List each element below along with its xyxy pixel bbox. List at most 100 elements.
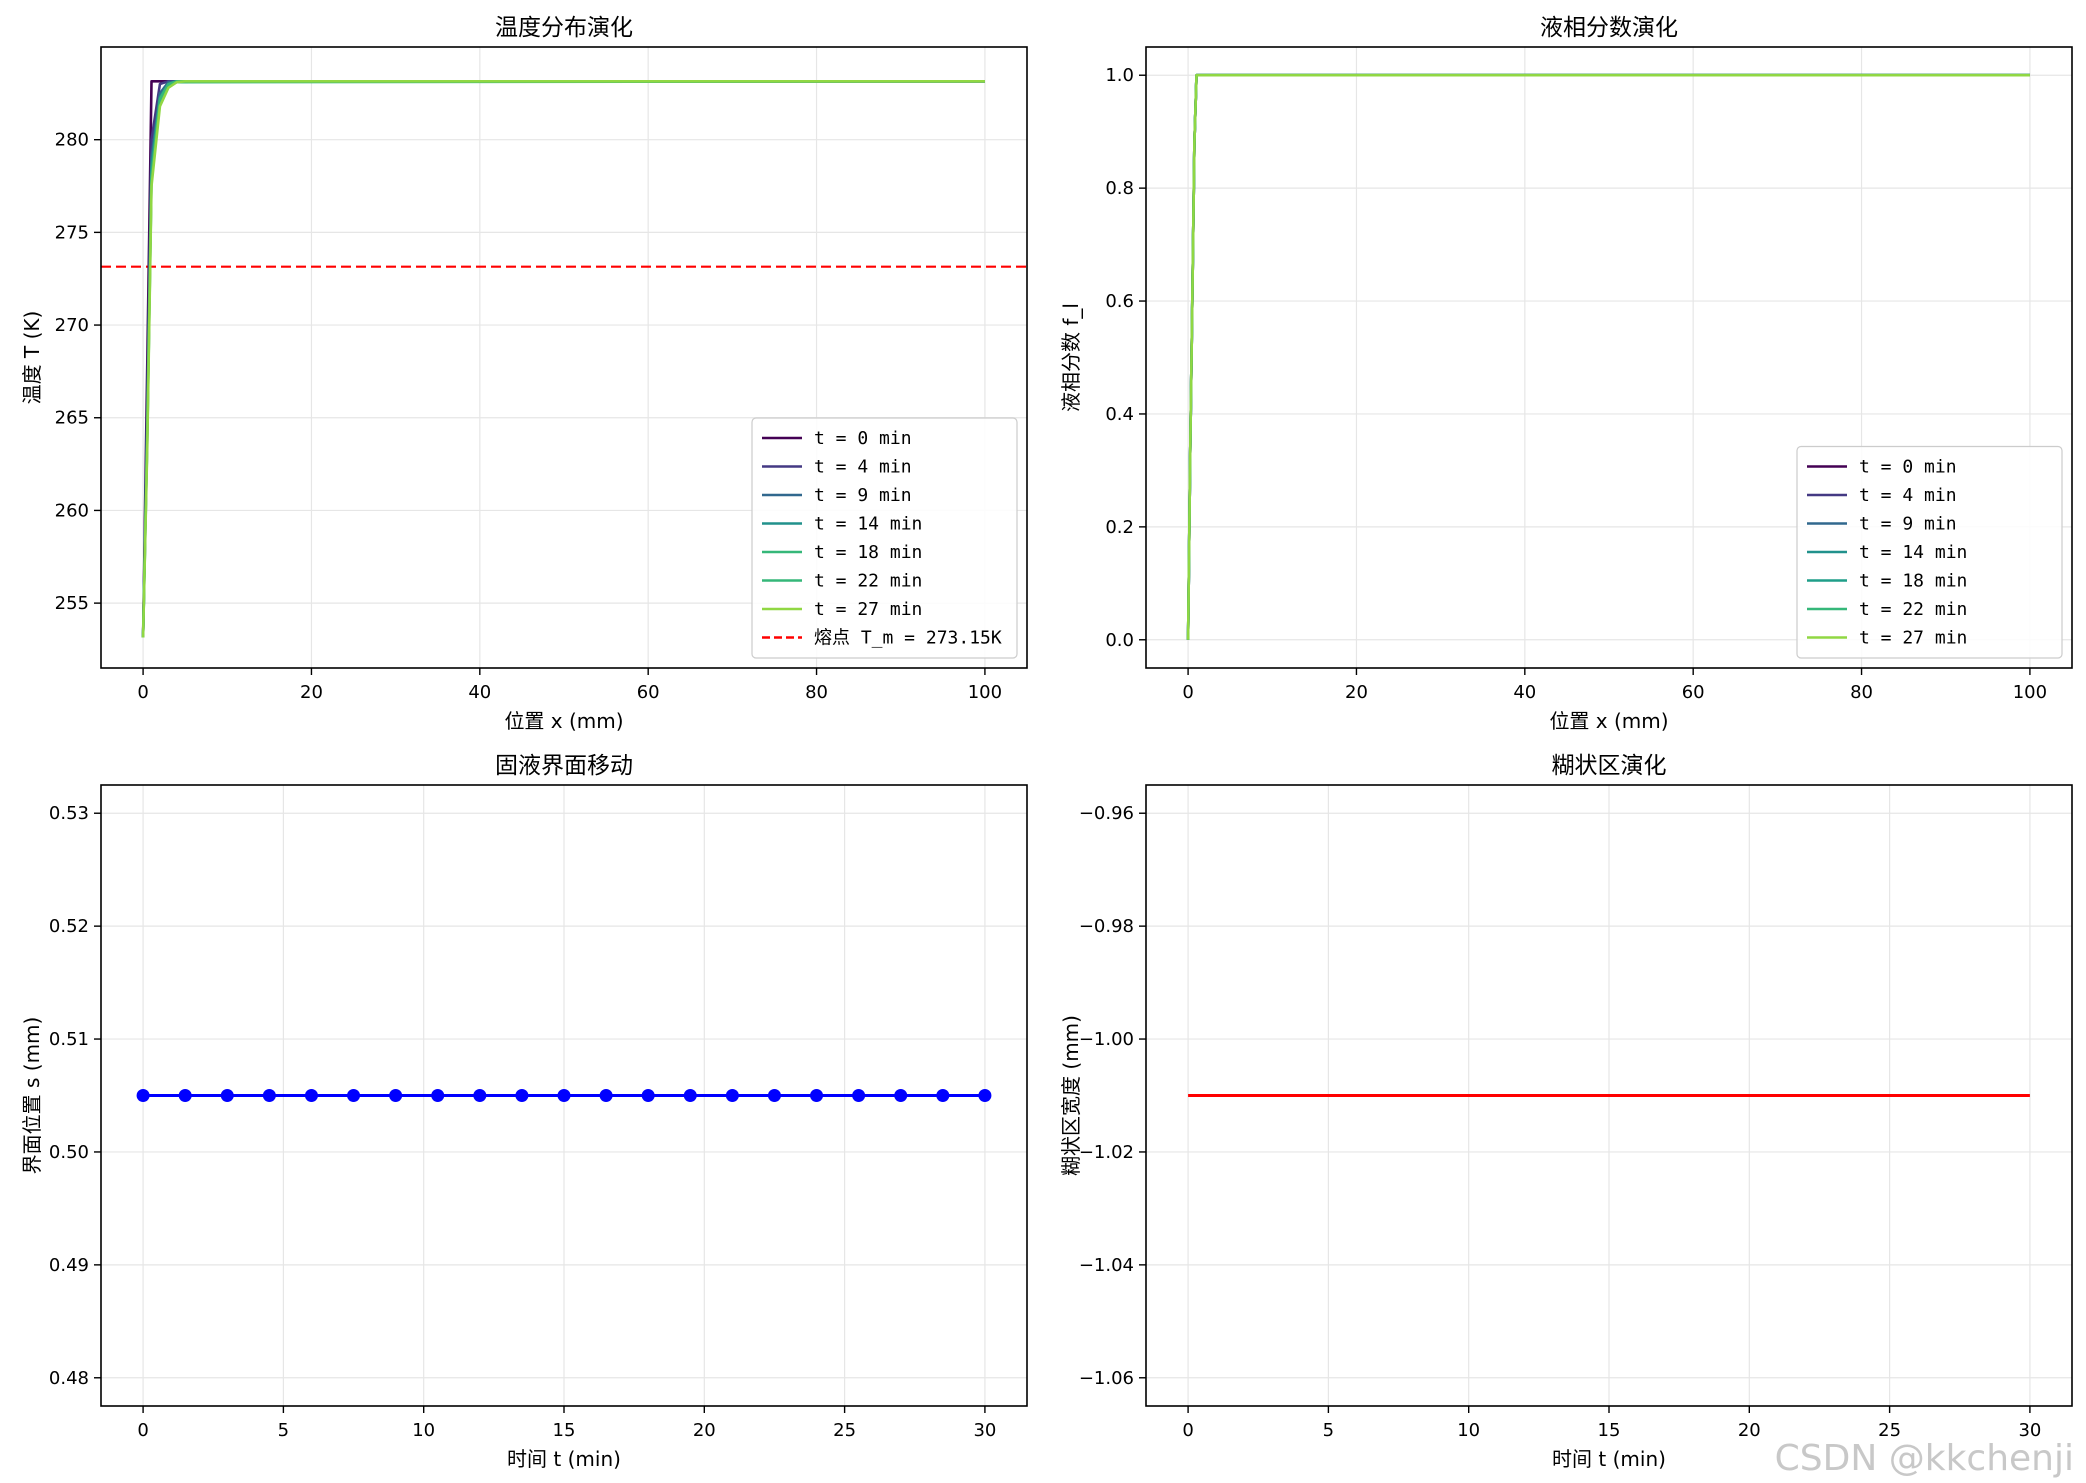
x-tick-label: 0 [137, 682, 148, 703]
y-tick-label: 0.50 [49, 1142, 89, 1163]
y-axis-label: 糊状区宽度 (mm) [1059, 1015, 1083, 1176]
y-tick-label: −0.98 [1079, 916, 1134, 937]
legend-frame [1796, 445, 2063, 659]
x-tick-label: 20 [693, 1420, 716, 1441]
x-tick-label: 100 [2013, 682, 2047, 703]
legend-label: t = 4 min [1859, 485, 1957, 506]
x-tick-label: 40 [468, 682, 491, 703]
y-tick-label: 0.51 [49, 1029, 89, 1050]
legend: t = 0 min t = 4 min t = 9 min t = 14 min t =… [1796, 445, 2063, 659]
axes-frame [100, 46, 1028, 669]
data-point [936, 1089, 950, 1102]
x-tick-label: 5 [278, 1420, 289, 1441]
legend-label: t = 0 min [814, 428, 912, 449]
y-tick-label: −1.00 [1079, 1029, 1134, 1050]
y-tick-label: 255 [55, 593, 89, 614]
axes-frame [1145, 46, 2073, 669]
x-tick-label: 60 [637, 682, 660, 703]
x-tick-label: 80 [805, 682, 828, 703]
legend-label: 熔点 T_m = 273.15K [814, 628, 1002, 649]
legend-label: t = 0 min [1859, 457, 1957, 478]
series-line-7 [141, 79, 985, 638]
panel-3: 0 5 10 15 20 25 30 0.48 0.49 0.50 0.51 0.52 0.53 固液界面… [20, 753, 1028, 1471]
data-point [220, 1089, 234, 1102]
x-tick-label: 60 [1682, 682, 1705, 703]
data-point [136, 1089, 150, 1102]
data-point [599, 1089, 613, 1102]
x-tick-label: 40 [1513, 682, 1536, 703]
legend: t = 0 min t = 4 min t = 9 min t = 14 min t =… [751, 417, 1018, 659]
data-point [473, 1089, 487, 1102]
x-axis-label: 时间 t (min) [507, 1447, 621, 1471]
y-tick-label: 0.6 [1105, 291, 1134, 312]
y-tick-label: 265 [55, 408, 89, 429]
y-tick-label: 0.0 [1105, 630, 1134, 651]
x-tick-label: 15 [1598, 1420, 1621, 1441]
data-point [515, 1089, 529, 1102]
legend-label: t = 18 min [1859, 571, 1967, 592]
watermark: CSDN @kkchenji [1774, 1438, 2074, 1479]
legend-label: t = 22 min [1859, 599, 1967, 620]
legend-label: t = 9 min [814, 485, 912, 506]
legend-label: t = 27 min [1859, 628, 1967, 649]
chart-title: 液相分数演化 [1540, 15, 1678, 41]
x-axis-label: 位置 x (mm) [504, 709, 623, 733]
x-tick-label: 0 [1182, 1420, 1193, 1441]
data-point [431, 1089, 445, 1102]
data-point [810, 1089, 824, 1102]
x-tick-label: 20 [300, 682, 323, 703]
chart-title: 糊状区演化 [1552, 753, 1667, 779]
data-point [894, 1089, 908, 1102]
data-point [304, 1089, 318, 1102]
legend-label: t = 22 min [814, 571, 922, 592]
x-tick-label: 0 [137, 1420, 148, 1441]
y-tick-label: 280 [55, 130, 89, 151]
y-tick-label: 0.52 [49, 916, 89, 937]
x-tick-label: 20 [1738, 1420, 1761, 1441]
legend-label: t = 14 min [814, 514, 922, 535]
plot-area [101, 79, 1027, 638]
series-line-7 [1186, 73, 2030, 640]
x-tick-label: 100 [968, 682, 1002, 703]
plot-area [136, 1089, 992, 1102]
x-tick-label: 10 [412, 1420, 435, 1441]
legend-label: t = 27 min [814, 599, 922, 620]
data-point [641, 1089, 655, 1102]
x-tick-label: 25 [833, 1420, 856, 1441]
legend-label: t = 14 min [1859, 542, 1967, 563]
x-axis-label: 时间 t (min) [1552, 1447, 1666, 1471]
y-axis-label: 界面位置 s (mm) [20, 1017, 44, 1175]
x-tick-label: 0 [1182, 682, 1193, 703]
chart-title: 固液界面移动 [495, 753, 633, 779]
y-tick-label: 0.53 [49, 803, 89, 824]
y-tick-label: 270 [55, 315, 89, 336]
y-tick-label: 0.2 [1105, 517, 1134, 538]
x-tick-label: 30 [2018, 1420, 2041, 1441]
x-tick-label: 25 [1878, 1420, 1901, 1441]
panel-4: 0 5 10 15 20 25 30 −0.96 −0.98 −1.00 −1.02 −1.04 −1.… [1059, 753, 2073, 1471]
x-tick-label: 80 [1850, 682, 1873, 703]
chart-title: 温度分布演化 [495, 15, 633, 41]
legend-frame [751, 417, 1018, 659]
x-tick-label: 30 [973, 1420, 996, 1441]
data-point [683, 1089, 697, 1102]
y-axis-label: 液相分数 f_l [1059, 303, 1083, 412]
data-point [978, 1089, 992, 1102]
data-point [347, 1089, 361, 1102]
y-tick-label: 1.0 [1105, 65, 1134, 86]
x-tick-label: 10 [1457, 1420, 1480, 1441]
y-tick-label: −0.96 [1079, 803, 1134, 824]
y-tick-label: 0.8 [1105, 178, 1134, 199]
y-tick-label: 0.49 [49, 1255, 89, 1276]
data-point [767, 1089, 781, 1102]
x-tick-label: 5 [1323, 1420, 1334, 1441]
y-axis-label: 温度 T (K) [20, 311, 44, 405]
y-tick-label: 275 [55, 222, 89, 243]
legend-label: t = 18 min [814, 542, 922, 563]
legend-label: t = 4 min [814, 457, 912, 478]
x-axis-label: 位置 x (mm) [1549, 709, 1668, 733]
legend-label: t = 9 min [1859, 514, 1957, 535]
